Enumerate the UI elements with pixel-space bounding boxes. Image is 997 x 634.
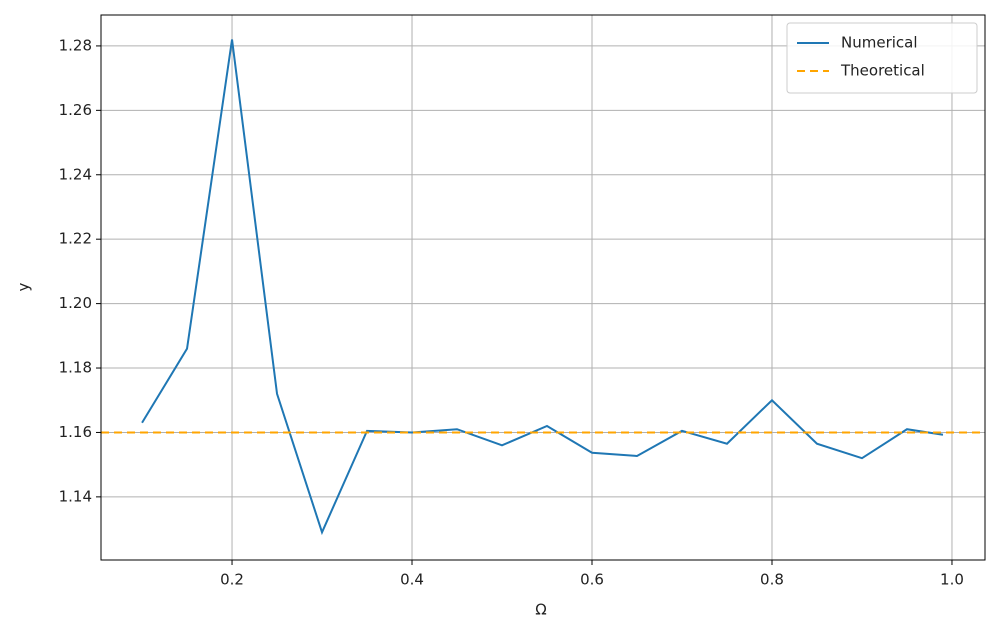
y-tick-label: 1.16	[59, 423, 92, 441]
x-tick-label: 1.0	[940, 571, 964, 589]
x-tick-label: 0.8	[760, 571, 784, 589]
y-tick-label: 1.22	[59, 230, 92, 248]
y-axis-label: y	[15, 282, 33, 291]
legend-label: Theoretical	[840, 62, 925, 80]
y-tick-label: 1.26	[59, 101, 92, 119]
x-tick-label: 0.2	[220, 571, 244, 589]
legend-label: Numerical	[841, 34, 918, 52]
y-tick-label: 1.28	[59, 36, 92, 54]
plot-frame	[100, 14, 986, 561]
y-tick-label: 1.24	[59, 165, 92, 183]
legend-box	[786, 22, 978, 94]
x-tick-label: 0.4	[400, 571, 424, 589]
x-tick-label: 0.6	[580, 571, 604, 589]
y-tick-label: 1.20	[59, 294, 92, 312]
line	[141, 39, 944, 536]
x-axis-label: Ω	[535, 601, 546, 619]
y-tick-label: 1.14	[59, 487, 92, 505]
y-tick-label: 1.18	[59, 359, 92, 377]
